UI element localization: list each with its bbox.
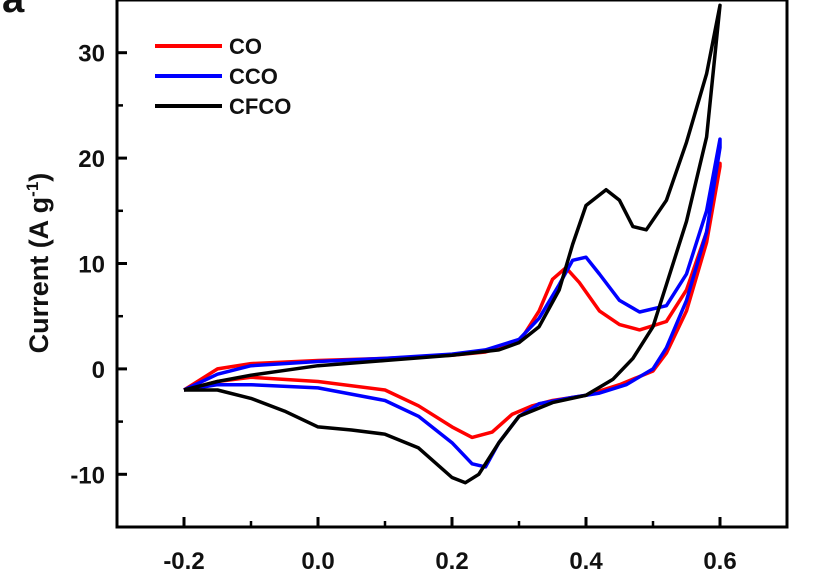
y-axis-title: Current (A g-1) [23, 173, 54, 354]
y-tick-label: 30 [78, 41, 105, 68]
x-tick-label: -0.2 [163, 548, 204, 575]
legend-label-cco: CCO [229, 64, 278, 89]
legend-label-cfco: CFCO [229, 94, 291, 119]
series-line-cco [183, 137, 722, 469]
series-layer [183, 3, 722, 485]
y-tick-label: 10 [78, 252, 105, 279]
panel-label: a [2, 0, 25, 21]
legend-label-co: CO [229, 34, 262, 59]
y-axis: -10 0 10 20 30 [70, 0, 127, 529]
plot-frame [115, 0, 789, 529]
series-line-co [183, 161, 722, 440]
x-axis: -0.2 0.0 0.2 0.4 0.6 [115, 517, 789, 575]
x-tick-label: 0.0 [301, 548, 334, 575]
y-tick-label: -10 [70, 462, 105, 489]
legend: CO CCO CFCO [155, 34, 291, 119]
series-line-cfco [183, 3, 722, 485]
x-tick-label: 0.4 [569, 548, 603, 575]
x-tick-label: 0.2 [435, 548, 468, 575]
x-tick-label: 0.6 [703, 548, 736, 575]
y-tick-label: 0 [92, 357, 105, 384]
y-tick-label: 20 [78, 146, 105, 173]
